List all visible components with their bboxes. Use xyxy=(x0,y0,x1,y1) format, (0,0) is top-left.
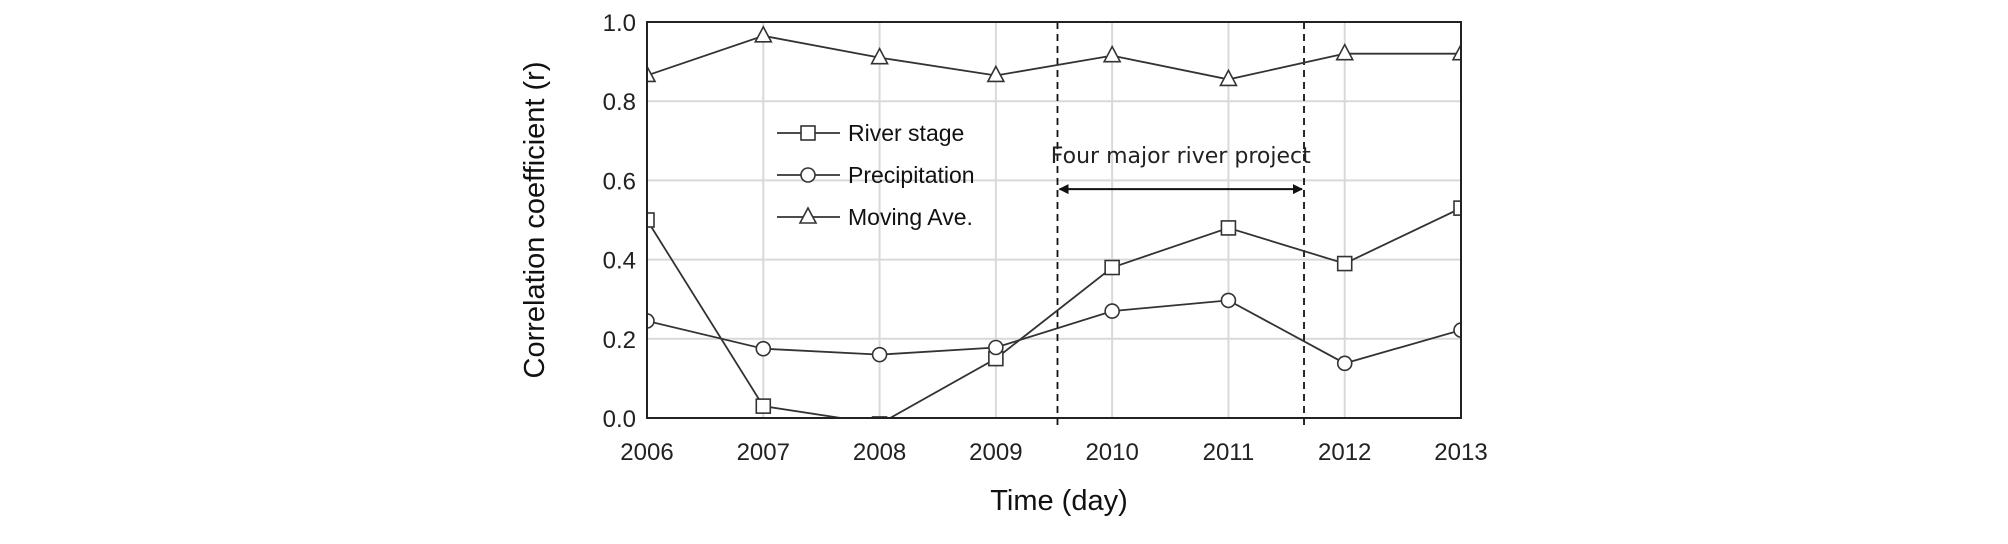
series-river-stage xyxy=(647,200,1461,418)
x-tick-label: 2009 xyxy=(969,439,1022,466)
precipitation-point xyxy=(647,313,655,329)
y-tick-label: 0.0 xyxy=(603,406,636,433)
x-tick-label: 2010 xyxy=(1085,439,1138,466)
moving-ave-point xyxy=(1219,68,1238,87)
legend: River stage Precipitation Moving Ave. xyxy=(777,120,975,230)
project-period-lines xyxy=(1056,22,1305,428)
x-axis-label: Time (day) xyxy=(990,485,1128,517)
river-stage-point xyxy=(871,416,888,418)
x-tick-label: 2013 xyxy=(1434,439,1487,466)
river-stage-point xyxy=(755,398,772,414)
y-tick-label: 0.2 xyxy=(603,327,636,354)
legend-marker xyxy=(798,206,818,224)
moving-ave-point xyxy=(1451,42,1461,61)
annotation-label: Four major river project xyxy=(1051,144,1311,169)
precipitation-point xyxy=(1220,292,1237,309)
annotation: Four major river project xyxy=(1051,144,1311,195)
legend-marker xyxy=(800,125,816,141)
precipitation-point xyxy=(1336,355,1353,372)
precipitation-point xyxy=(1104,303,1120,319)
plot-frame xyxy=(646,21,1462,419)
x-tick-label: 2006 xyxy=(620,439,673,466)
moving-ave-point xyxy=(753,25,773,43)
legend-label: River stage xyxy=(848,120,964,146)
series-group xyxy=(647,25,1461,418)
precipitation-point xyxy=(755,340,772,357)
x-tick-label: 2007 xyxy=(737,439,790,466)
series-precipitation xyxy=(647,292,1461,372)
y-tick-label: 0.8 xyxy=(603,89,636,116)
precipitation-point xyxy=(871,346,888,363)
legend-marker xyxy=(800,167,816,183)
precipitation-line xyxy=(647,299,1461,365)
y-tick-label: 1.0 xyxy=(603,10,636,37)
legend-label: Moving Ave. xyxy=(848,204,973,230)
x-tick-labels: 2006 2007 2008 2009 2010 2011 2012 2013 xyxy=(620,439,1487,466)
river-stage-point xyxy=(1336,255,1353,272)
river-stage-point xyxy=(1453,200,1461,216)
x-tick-label: 2011 xyxy=(1203,439,1255,466)
y-tick-label: 0.6 xyxy=(603,168,636,195)
legend-label: Precipitation xyxy=(848,162,975,188)
grid xyxy=(647,22,1461,418)
x-tick-label: 2008 xyxy=(853,439,906,466)
moving-ave-point xyxy=(647,64,657,83)
y-axis-label: Correlation coefficient (r) xyxy=(519,62,551,379)
moving-ave-point xyxy=(1335,42,1355,61)
y-tick-labels: 0.0 0.2 0.4 0.6 0.8 1.0 xyxy=(603,10,636,433)
moving-ave-line xyxy=(647,34,1461,81)
moving-ave-point xyxy=(986,64,1006,83)
y-tick-label: 0.4 xyxy=(603,248,636,275)
river-stage-point xyxy=(1104,259,1120,276)
precipitation-point xyxy=(988,339,1004,356)
series-moving-ave xyxy=(647,25,1461,87)
x-tick-label: 2012 xyxy=(1318,439,1371,466)
precipitation-point xyxy=(1453,322,1461,338)
river-stage-point xyxy=(1220,220,1237,236)
moving-ave-point xyxy=(1102,44,1122,63)
river-stage-line xyxy=(647,207,1461,418)
moving-ave-point xyxy=(870,46,889,65)
river-stage-point xyxy=(647,212,655,228)
